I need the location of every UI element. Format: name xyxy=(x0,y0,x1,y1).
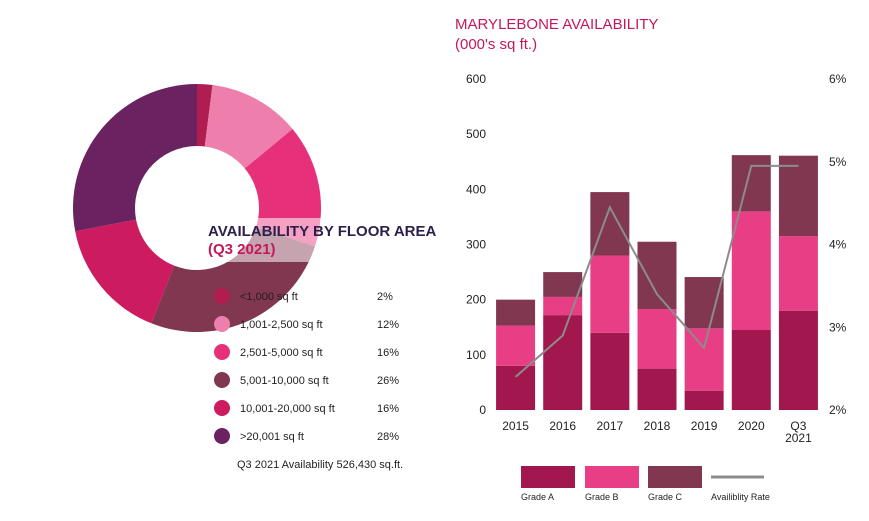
bar-segment xyxy=(590,332,630,410)
donut-legend: <1,000 sq ft 2% 1,001-2,500 sq ft 12% 2,501-… xyxy=(214,288,399,444)
y-tick-label: 100 xyxy=(466,348,486,362)
legend-label: Availiblity Rate xyxy=(711,492,770,502)
donut-chart xyxy=(73,84,324,333)
legend-swatch xyxy=(214,344,230,360)
bar-segment xyxy=(543,272,583,297)
legend-label: 1,001-2,500 sq ft xyxy=(240,319,323,331)
legend-swatch xyxy=(648,466,702,488)
bar-segment xyxy=(684,328,724,391)
y2-tick-label: 5% xyxy=(829,155,847,169)
x-tick-label: 2015 xyxy=(502,419,529,433)
bar-segment xyxy=(637,241,677,310)
bar-segment xyxy=(684,390,724,410)
bar-segment xyxy=(778,155,818,237)
bar-segment xyxy=(543,315,583,410)
y-tick-label: 0 xyxy=(479,403,486,417)
legend-label: <1,000 sq ft xyxy=(240,291,298,303)
bar-segment xyxy=(778,236,818,311)
bar-segment xyxy=(731,330,771,410)
bar-chart-title: MARYLEBONE AVAILABILITY xyxy=(455,16,658,33)
donut-title: AVAILABILITY BY FLOOR AREA xyxy=(208,223,437,240)
legend-swatch xyxy=(521,466,575,488)
bar-segment xyxy=(637,368,677,410)
x-tick-label: 2021 xyxy=(785,431,812,445)
y-tick-label: 500 xyxy=(466,127,486,141)
donut-slice xyxy=(244,128,321,247)
bar-chart-subtitle: (000's sq ft.) xyxy=(455,36,537,53)
bar-segment xyxy=(778,310,818,410)
legend-value: 28% xyxy=(377,431,399,443)
left-y-axis: 0 100 200 300 400 500 600 xyxy=(466,72,486,417)
availability-rate-line xyxy=(514,164,799,378)
x-tick-label: 2020 xyxy=(738,419,765,433)
bar-segment xyxy=(496,365,536,410)
x-tick-label: 2018 xyxy=(644,419,671,433)
legend-label: Grade A xyxy=(521,492,554,502)
availability-footnote: Q3 2021 Availability 526,430 sq.ft. xyxy=(237,459,403,471)
bar-segment xyxy=(684,277,724,329)
donut-slice xyxy=(197,84,213,147)
legend-swatch xyxy=(214,288,230,304)
donut-subtitle: (Q3 2021) xyxy=(208,241,276,258)
legend-value: 2% xyxy=(377,291,393,303)
y2-tick-label: 4% xyxy=(829,238,847,252)
legend-label: 10,001-20,000 sq ft xyxy=(240,403,335,415)
y-tick-label: 200 xyxy=(466,293,486,307)
donut-slice xyxy=(75,219,175,324)
stacked-bar-chart xyxy=(496,155,818,410)
y-tick-label: 300 xyxy=(466,238,486,252)
legend-value: 26% xyxy=(377,375,399,387)
x-tick-label: 2019 xyxy=(691,419,718,433)
x-tick-label: 2016 xyxy=(549,419,576,433)
bar-segment xyxy=(496,299,536,326)
donut-slice xyxy=(73,84,197,232)
x-tick-label: Q3 xyxy=(790,419,806,433)
y2-tick-label: 3% xyxy=(829,320,847,334)
donut-slice xyxy=(204,84,293,169)
donut-title-backdrop xyxy=(204,218,324,262)
y-tick-label: 600 xyxy=(466,72,486,86)
legend-swatch xyxy=(214,316,230,332)
legend-label: 5,001-10,000 sq ft xyxy=(240,375,329,387)
legend-label: 2,501-5,000 sq ft xyxy=(240,347,323,359)
y-tick-label: 400 xyxy=(466,182,486,196)
legend-label: Grade B xyxy=(585,492,619,502)
legend-swatch xyxy=(585,466,639,488)
bar-segment xyxy=(590,255,630,333)
bar-legend: Grade A Grade B Grade C Availiblity Rate xyxy=(521,466,770,502)
bar-segment xyxy=(637,309,677,369)
bar-segment xyxy=(496,325,536,366)
legend-swatch xyxy=(214,372,230,388)
legend-label: >20,001 sq ft xyxy=(240,431,304,443)
legend-value: 16% xyxy=(377,347,399,359)
x-tick-label: 2017 xyxy=(597,419,624,433)
legend-value: 12% xyxy=(377,319,399,331)
legend-swatch xyxy=(214,428,230,444)
right-y-axis: 2% 3% 4% 5% 6% xyxy=(829,72,847,417)
legend-value: 16% xyxy=(377,403,399,415)
legend-label: Grade C xyxy=(648,492,683,502)
y2-tick-label: 6% xyxy=(829,72,847,86)
y2-tick-label: 2% xyxy=(829,403,847,417)
bar-segment xyxy=(731,211,771,331)
legend-swatch xyxy=(214,400,230,416)
rate-line xyxy=(514,164,799,378)
bar-segment xyxy=(731,155,771,212)
